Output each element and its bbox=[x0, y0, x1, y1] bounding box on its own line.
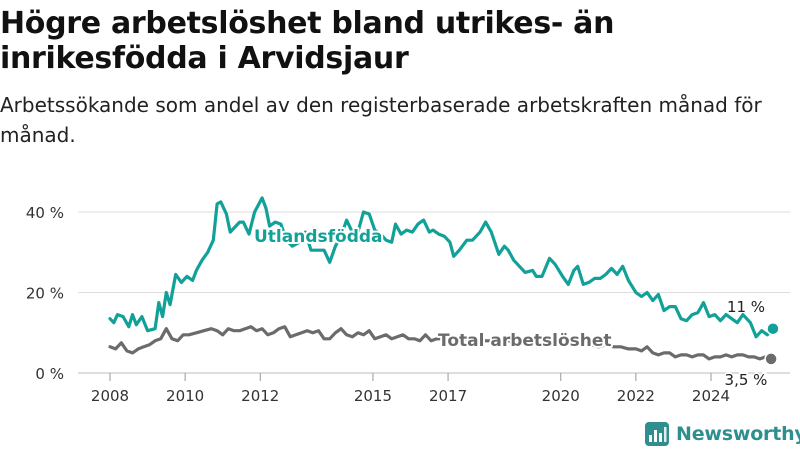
y-tick-label: 40 % bbox=[26, 204, 64, 222]
gridlines bbox=[78, 212, 790, 373]
x-tick-label: 2020 bbox=[542, 387, 580, 405]
y-tick-label: 20 % bbox=[26, 285, 64, 303]
x-tick-label: 2008 bbox=[91, 387, 129, 405]
x-tick-label: 2017 bbox=[429, 387, 467, 405]
x-tick-label: 2010 bbox=[166, 387, 204, 405]
x-tick-label: 2024 bbox=[692, 387, 730, 405]
y-axis-tick-labels: 0 % 20 % 40 % bbox=[26, 204, 64, 383]
brand: Newsworthy bbox=[644, 420, 800, 448]
series-label-total: Total arbetslöshet bbox=[438, 331, 612, 351]
x-tick-label: 2022 bbox=[617, 387, 655, 405]
x-tick-label: 2012 bbox=[241, 387, 279, 405]
bar-chart-logo-icon bbox=[644, 421, 670, 447]
series-labels: Utlandsfödda Total arbetslöshet 11 % 3,5… bbox=[254, 227, 767, 389]
end-point-marker bbox=[767, 323, 779, 335]
x-tick-label: 2015 bbox=[354, 387, 392, 405]
line-chart: 0 % 20 % 40 % 2008 2010 2012 2015 2017 2020 2022… bbox=[0, 0, 800, 450]
y-tick-label: 0 % bbox=[35, 365, 64, 383]
end-point-marker bbox=[765, 353, 777, 365]
x-axis: 2008 2010 2012 2015 2017 2020 2022 2024 bbox=[91, 373, 730, 405]
end-value-label-total: 3,5 % bbox=[725, 371, 768, 389]
series-label-foreign-born: Utlandsfödda bbox=[254, 227, 383, 247]
series-line-foreign-born bbox=[110, 198, 773, 337]
end-value-label-foreign-born: 11 % bbox=[727, 298, 765, 316]
brand-name: Newsworthy bbox=[676, 423, 800, 445]
